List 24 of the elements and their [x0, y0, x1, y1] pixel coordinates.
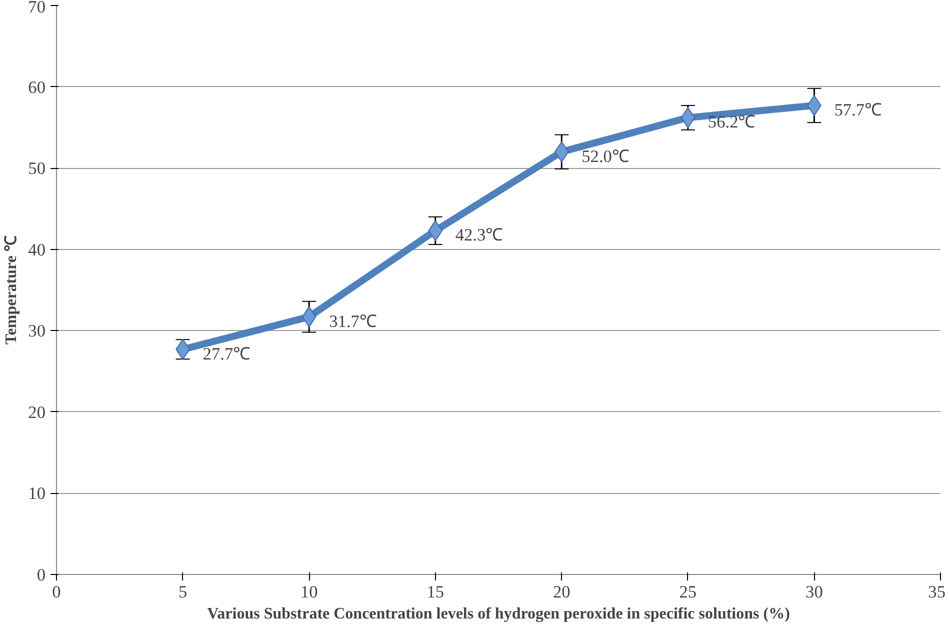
x-tick-label: 20 [552, 582, 570, 602]
data-label: 27.7℃ [202, 344, 250, 364]
data-label: 31.7℃ [329, 312, 376, 331]
x-tick-label: 35 [928, 582, 946, 602]
y-tick-label: 0 [36, 566, 46, 584]
y-tick-label: 70 [28, 0, 46, 16]
data-label: 42.3℃ [455, 226, 503, 245]
y-tick-label: 50 [28, 159, 46, 178]
x-tick-label: 25 [679, 582, 697, 602]
y-tick-label: 20 [28, 402, 46, 422]
y-tick-label: 40 [28, 240, 46, 260]
data-label: 52.0℃ [582, 146, 629, 166]
x-tick-label: 30 [806, 582, 823, 602]
y-tick-label: 30 [28, 322, 46, 341]
x-tick-label: 5 [178, 582, 188, 602]
y-tick-label: 60 [28, 78, 46, 97]
data-label: 56.2℃ [708, 112, 756, 132]
y-tick-label: 10 [28, 484, 46, 504]
x-tick-label: 15 [426, 582, 444, 602]
x-tick-label: 0 [52, 582, 61, 602]
x-tick-label: 10 [300, 582, 318, 602]
data-label: 57.7℃ [834, 100, 882, 120]
x-axis-title: Various Substrate Concentration levels of hydrogen peroxide in specific solutions (%) [207, 606, 790, 622]
y-axis-title: Temperature ℃ [3, 236, 20, 344]
